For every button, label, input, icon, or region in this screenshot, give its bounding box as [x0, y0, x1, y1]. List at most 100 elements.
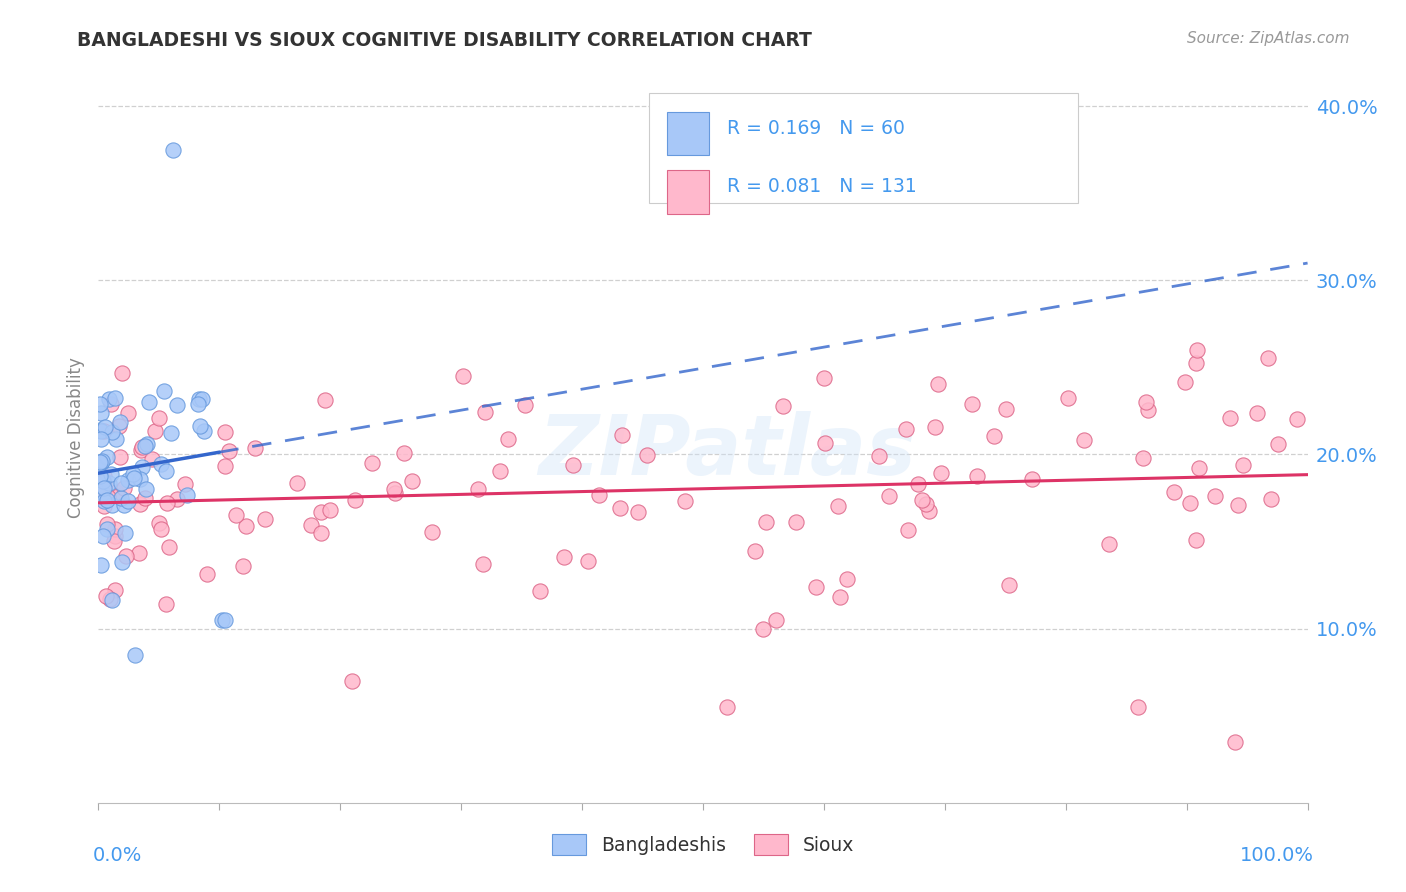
FancyBboxPatch shape [666, 170, 709, 214]
Point [117, 474, 139, 488]
Point [1174, 375, 1197, 389]
Point [813, 371, 835, 385]
Point [1098, 537, 1121, 551]
Point [927, 377, 949, 392]
Point [108, 415, 131, 429]
Point [110, 475, 132, 490]
Point [96, 493, 118, 508]
Point [562, 458, 585, 472]
Point [755, 516, 778, 530]
Text: BANGLADESHI VS SIOUX COGNITIVE DISABILITY CORRELATION CHART: BANGLADESHI VS SIOUX COGNITIVE DISABILIT… [77, 31, 813, 50]
Point [1246, 406, 1268, 420]
Point [96, 522, 118, 536]
Point [117, 406, 139, 420]
Point [384, 485, 406, 500]
Point [392, 446, 415, 460]
Point [104, 391, 127, 405]
Point [877, 489, 900, 503]
Point [150, 457, 173, 471]
Point [896, 422, 918, 436]
Point [744, 544, 766, 558]
Point [90, 424, 112, 438]
Point [1021, 472, 1043, 486]
Point [931, 466, 953, 480]
Point [915, 497, 938, 511]
Point [1267, 437, 1289, 451]
Point [636, 448, 658, 462]
Point [107, 489, 129, 503]
Point [93, 493, 115, 508]
Point [1136, 402, 1159, 417]
FancyBboxPatch shape [648, 94, 1078, 203]
Point [93, 486, 115, 500]
Point [129, 443, 152, 458]
Point [828, 590, 851, 604]
Point [96, 450, 118, 465]
Point [100, 396, 122, 410]
Text: 0.0%: 0.0% [93, 847, 142, 865]
Point [190, 392, 212, 407]
Point [1135, 395, 1157, 409]
Point [104, 484, 127, 499]
Point [93, 499, 115, 513]
Point [211, 613, 233, 627]
Point [1227, 498, 1250, 512]
Point [785, 516, 807, 530]
Point [225, 508, 247, 522]
Point [218, 444, 240, 458]
Point [108, 450, 131, 465]
Point [104, 529, 127, 543]
Point [1057, 391, 1080, 405]
Point [609, 500, 631, 515]
Point [188, 392, 211, 407]
Point [98, 475, 121, 490]
Point [311, 526, 333, 541]
Point [474, 405, 496, 419]
Point [243, 442, 266, 456]
Point [100, 467, 122, 481]
Point [193, 424, 215, 438]
Point [806, 580, 828, 594]
Point [90, 558, 112, 572]
Point [360, 456, 382, 470]
Text: 100.0%: 100.0% [1240, 847, 1313, 865]
Point [143, 424, 166, 438]
Point [1128, 700, 1150, 714]
Point [911, 492, 934, 507]
Point [93, 481, 115, 495]
Point [588, 487, 610, 501]
Point [453, 368, 475, 383]
Point [529, 583, 551, 598]
Point [343, 492, 366, 507]
Point [471, 558, 494, 572]
Point [868, 449, 890, 463]
Point [90, 455, 112, 469]
Point [924, 420, 946, 434]
Point [131, 440, 153, 454]
Point [966, 468, 988, 483]
Point [1223, 735, 1246, 749]
Point [1185, 343, 1208, 357]
Point [148, 516, 170, 531]
Point [401, 474, 423, 488]
Point [93, 469, 115, 483]
Point [1184, 356, 1206, 370]
Text: R = 0.169   N = 60: R = 0.169 N = 60 [727, 119, 905, 138]
Point [89, 468, 111, 483]
Point [107, 418, 129, 433]
Point [765, 613, 787, 627]
Point [112, 498, 135, 512]
Point [176, 488, 198, 502]
Point [136, 437, 159, 451]
Point [148, 410, 170, 425]
Point [1257, 351, 1279, 365]
Point [1073, 434, 1095, 448]
Point [134, 439, 156, 453]
Point [1232, 458, 1254, 472]
Point [907, 477, 929, 491]
Point [897, 523, 920, 537]
Point [467, 482, 489, 496]
Point [673, 493, 696, 508]
Point [827, 499, 849, 513]
Point [553, 549, 575, 564]
